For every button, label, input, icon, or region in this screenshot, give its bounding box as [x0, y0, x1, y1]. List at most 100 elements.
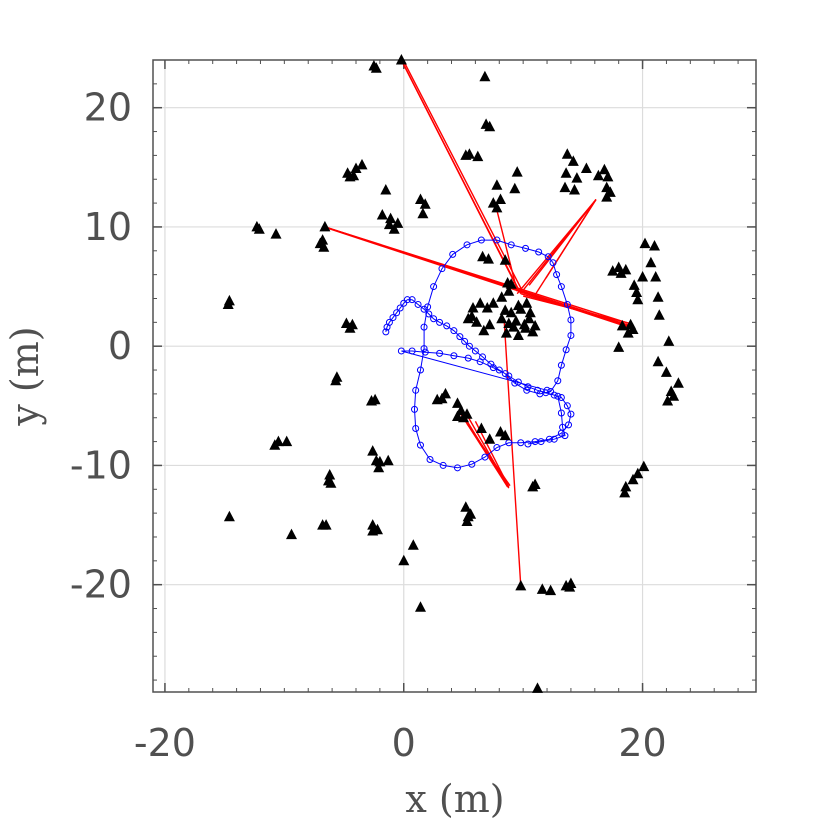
trajectory-point: [511, 379, 519, 387]
landmark-marker: [475, 422, 487, 433]
landmark-marker: [620, 480, 632, 492]
landmark-marker: [637, 271, 649, 282]
landmark-marker: [223, 510, 235, 522]
landmark-marker: [571, 172, 583, 183]
landmark-marker: [478, 324, 490, 336]
landmark-marker: [560, 167, 572, 178]
trajectory-point: [553, 271, 561, 279]
landmark-marker: [652, 291, 664, 302]
landmark-marker: [324, 469, 336, 480]
landmark-marker: [616, 319, 628, 331]
trajectory-point: [420, 305, 428, 313]
trajectory-point: [412, 386, 420, 394]
landmark-marker: [346, 318, 358, 330]
landmark-marker: [619, 486, 631, 498]
landmark-marker: [477, 250, 489, 262]
landmark-marker: [465, 508, 477, 519]
landmark-marker: [598, 163, 610, 175]
landmark-marker: [474, 297, 486, 308]
trajectory-point: [436, 349, 444, 357]
landmark-marker: [356, 158, 368, 170]
landmark-marker: [367, 519, 379, 530]
trajectory-path: [385, 239, 572, 469]
landmark-marker: [319, 220, 331, 232]
landmark-marker: [286, 528, 297, 540]
trajectory-point: [439, 461, 447, 469]
landmark-marker: [419, 198, 431, 209]
landmark-marker: [460, 501, 472, 512]
trajectory-point: [554, 377, 562, 385]
trajectory-point: [430, 283, 438, 291]
trajectory-point: [412, 424, 420, 432]
trajectory-point: [489, 364, 497, 372]
landmark-marker: [471, 316, 483, 327]
trajectory-point: [544, 253, 552, 261]
landmark-marker: [532, 682, 543, 693]
observation-line: [401, 62, 522, 295]
landmark-marker: [325, 477, 337, 488]
landmark-marker: [496, 291, 508, 302]
landmark-marker: [495, 193, 506, 204]
landmark-marker: [369, 393, 381, 405]
landmark-marker: [509, 182, 521, 194]
trajectory-point: [426, 455, 434, 463]
landmark-marker: [380, 184, 392, 195]
trajectory-point: [543, 386, 551, 394]
landmark-marker: [645, 256, 657, 268]
trajectory-point: [549, 259, 557, 267]
landmark-marker: [601, 181, 613, 193]
trajectory-path: [527, 396, 566, 445]
trajectory-point: [550, 435, 558, 443]
landmarks: [222, 54, 684, 693]
trajectory-point: [493, 236, 501, 244]
trajectory-point: [545, 435, 553, 443]
landmark-marker: [398, 554, 410, 566]
trajectory-point: [408, 296, 416, 304]
landmark-marker: [499, 304, 511, 315]
observation-line: [324, 226, 631, 327]
trajectory-point: [557, 393, 565, 401]
x-tick-label: 0: [392, 721, 416, 765]
landmark-marker: [491, 201, 503, 213]
landmark-marker: [487, 297, 499, 308]
landmark-marker: [602, 170, 614, 182]
landmark-marker: [458, 411, 469, 423]
landmark-marker: [649, 240, 660, 251]
trajectory-point: [393, 309, 401, 317]
landmark-marker: [496, 312, 508, 324]
landmark-marker: [638, 460, 650, 472]
trajectory-point: [464, 354, 472, 362]
landmark-marker: [527, 325, 539, 337]
landmark-marker: [505, 306, 517, 318]
landmark-marker: [660, 366, 672, 377]
trajectory-point: [557, 409, 565, 417]
landmark-marker: [385, 212, 397, 224]
observation-line: [458, 410, 509, 488]
x-axis-label: x (m): [405, 777, 504, 821]
landmark-marker: [500, 327, 512, 338]
landmark-marker: [417, 207, 429, 219]
landmark-marker: [515, 579, 527, 591]
landmark-marker: [370, 62, 382, 73]
landmark-marker: [320, 519, 332, 530]
landmark-marker: [281, 435, 293, 447]
landmark-marker: [607, 265, 619, 276]
trajectory-point: [468, 460, 476, 468]
trajectory-point: [533, 386, 541, 394]
landmark-marker: [461, 515, 473, 526]
trajectory-point: [425, 310, 433, 318]
landmark-marker: [567, 155, 579, 166]
trajectory-point: [403, 296, 411, 304]
landmark-marker: [523, 312, 535, 324]
trajectory-point: [453, 464, 461, 472]
y-tick-label: 20: [84, 86, 132, 130]
landmark-marker: [415, 601, 426, 612]
x-tick-label: -20: [134, 721, 196, 765]
observation-line: [503, 318, 522, 586]
plot-area: [152, 59, 757, 693]
trajectory-point: [471, 347, 479, 355]
landmark-marker: [512, 329, 524, 340]
landmark-marker: [415, 193, 426, 204]
landmark-marker: [613, 341, 625, 352]
landmark-marker: [222, 298, 234, 309]
